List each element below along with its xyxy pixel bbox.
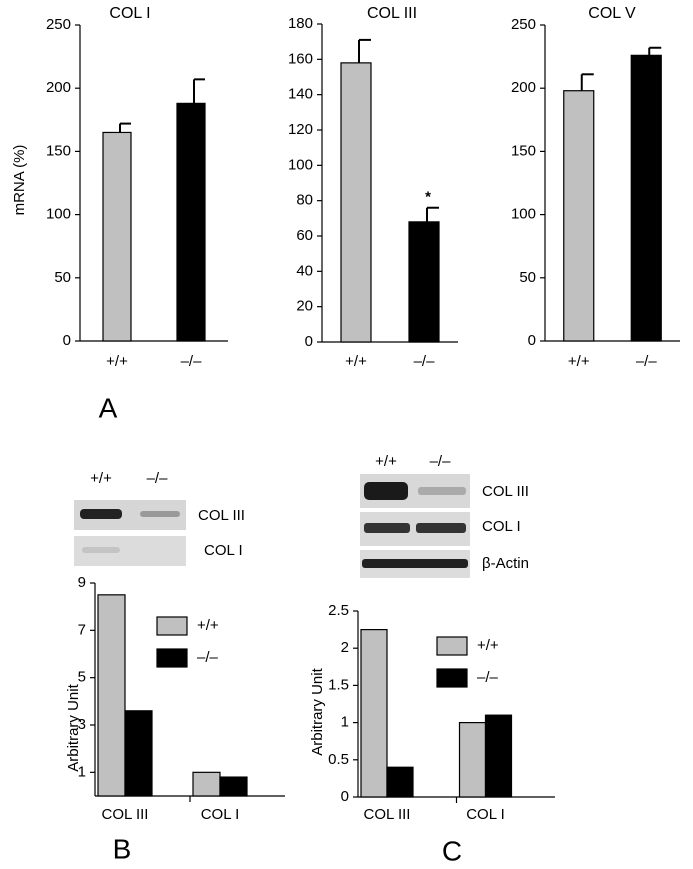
panel-label: C <box>442 835 462 866</box>
bar <box>192 771 221 797</box>
legend-label: –/– <box>197 649 219 666</box>
y-tick-label: 50 <box>54 269 71 286</box>
y-tick-label: 2 <box>341 639 349 656</box>
bar <box>630 54 662 342</box>
panel-label: B <box>113 833 132 864</box>
x-tick-label: +/+ <box>345 353 367 370</box>
legend-swatch <box>156 616 188 636</box>
blot-band <box>418 487 466 495</box>
lane-label: –/– <box>430 453 452 470</box>
y-tick-label: 50 <box>519 269 536 286</box>
blot-band <box>364 523 410 533</box>
y-tick-label: 40 <box>296 262 313 279</box>
y-tick-label: 0 <box>63 332 71 349</box>
chart-title: COL III <box>367 5 417 22</box>
blot <box>74 500 186 566</box>
bar <box>124 710 153 797</box>
x-tick-label: COL I <box>466 806 505 823</box>
chart-title: COL V <box>588 5 636 22</box>
blot-label: β-Actin <box>482 555 529 572</box>
y-tick-label: 5 <box>78 669 86 686</box>
x-tick-label: COL III <box>364 806 411 823</box>
y-axis-label: mRNA (%) <box>11 145 28 216</box>
y-tick-label: 140 <box>288 86 313 103</box>
blot-band <box>140 511 180 517</box>
blot-label: COL I <box>482 518 521 535</box>
y-tick-label: 200 <box>511 79 536 96</box>
x-tick-label: +/+ <box>568 353 590 370</box>
bar <box>97 594 126 797</box>
y-tick-label: 2.5 <box>328 602 349 619</box>
y-tick-label: 0.5 <box>328 751 349 768</box>
bar <box>102 131 132 342</box>
x-tick-label: COL I <box>201 806 240 823</box>
y-tick-label: 250 <box>511 16 536 33</box>
y-tick-label: 20 <box>296 298 313 315</box>
y-tick-label: 120 <box>288 121 313 138</box>
bar <box>408 221 440 343</box>
legend-swatch <box>436 636 468 656</box>
blot-band <box>362 559 468 568</box>
x-tick-label: –/– <box>181 353 203 370</box>
x-tick-label: –/– <box>414 353 436 370</box>
y-tick-label: 0 <box>341 788 349 805</box>
bar <box>458 721 487 798</box>
bar <box>340 62 372 343</box>
lane-label: +/+ <box>375 453 397 470</box>
y-tick-label: 100 <box>511 206 536 223</box>
legend-label: –/– <box>477 669 499 686</box>
y-axis-label: Arbitrary Unit <box>309 667 326 755</box>
y-tick-label: 180 <box>288 15 313 32</box>
y-tick-label: 150 <box>46 142 71 159</box>
blot-label: COL I <box>204 542 243 559</box>
legend-swatch <box>436 668 468 688</box>
blot-label: COL III <box>482 483 529 500</box>
y-tick-label: 3 <box>78 716 86 733</box>
chart-title: COL I <box>109 5 150 22</box>
y-tick-label: 100 <box>288 156 313 173</box>
y-tick-label: 7 <box>78 621 86 638</box>
y-tick-label: 9 <box>78 574 86 591</box>
blot-label: COL III <box>198 507 245 524</box>
annotation: * <box>425 189 431 206</box>
y-tick-label: 160 <box>288 50 313 67</box>
y-tick-label: 1 <box>341 714 349 731</box>
lane-label: –/– <box>147 470 169 487</box>
y-tick-label: 1.5 <box>328 676 349 693</box>
y-tick-label: 80 <box>296 192 313 209</box>
bar <box>360 628 388 798</box>
bar <box>386 766 414 798</box>
lane-label: +/+ <box>90 470 112 487</box>
blot-band <box>82 547 120 553</box>
bar <box>176 102 206 342</box>
blot-band <box>364 482 408 500</box>
legend-label: +/+ <box>197 617 219 634</box>
y-axis-label: Arbitrary Unit <box>65 683 82 771</box>
x-tick-label: COL III <box>102 806 149 823</box>
x-tick-label: –/– <box>636 353 658 370</box>
y-tick-label: 0 <box>528 332 536 349</box>
blot-band <box>80 509 122 519</box>
bar <box>484 714 513 798</box>
legend-label: +/+ <box>477 637 499 654</box>
y-tick-label: 150 <box>511 142 536 159</box>
blot <box>360 474 470 578</box>
panel-label: A <box>99 392 118 423</box>
y-tick-label: 250 <box>46 16 71 33</box>
x-tick-label: +/+ <box>106 353 128 370</box>
y-tick-label: 200 <box>46 79 71 96</box>
y-tick-label: 100 <box>46 206 71 223</box>
y-tick-label: 1 <box>78 763 86 780</box>
bar <box>563 90 595 342</box>
bar <box>219 776 248 797</box>
y-tick-label: 60 <box>296 227 313 244</box>
y-tick-label: 0 <box>305 333 313 350</box>
legend-swatch <box>156 648 188 668</box>
blot-band <box>416 523 466 533</box>
